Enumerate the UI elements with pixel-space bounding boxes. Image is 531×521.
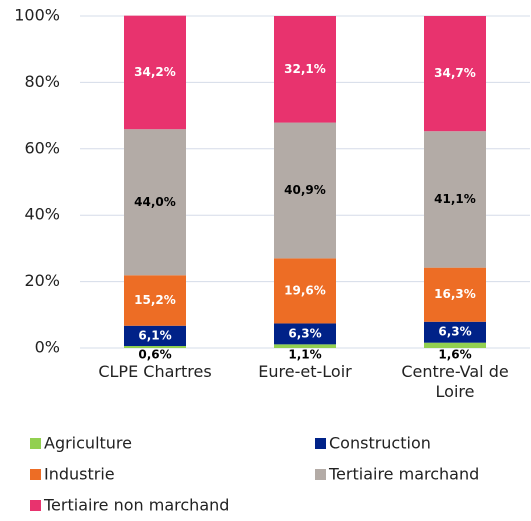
legend-swatch	[30, 500, 41, 511]
bar-segment	[124, 129, 186, 276]
y-tick-label: 20%	[24, 271, 60, 290]
data-label: 34,2%	[134, 65, 176, 79]
x-tick-label: CLPE Chartres	[98, 362, 212, 381]
data-label: 6,3%	[288, 326, 321, 340]
bar-segment	[274, 122, 336, 259]
bar-segment	[274, 16, 336, 123]
x-tick-label: Eure-et-Loir	[258, 362, 352, 381]
bar-segment	[424, 342, 486, 348]
legend-label: Tertiaire non marchand	[43, 496, 229, 515]
data-label: 16,3%	[434, 287, 476, 301]
data-label: 15,2%	[134, 293, 176, 307]
y-tick-label: 0%	[35, 338, 60, 357]
y-tick-label: 80%	[24, 72, 60, 91]
data-label: 44,0%	[134, 195, 176, 209]
bar-segment	[124, 275, 186, 326]
bar-segment	[424, 16, 486, 132]
y-tick-label: 60%	[24, 138, 60, 157]
legend-label: Industrie	[44, 465, 115, 484]
bar-segment	[274, 344, 336, 348]
bar-segment	[424, 321, 486, 343]
data-label: 41,1%	[434, 192, 476, 206]
data-label: 1,6%	[438, 348, 471, 362]
bar-segment	[124, 325, 186, 347]
x-tick-label: Centre-Val de Loire	[401, 362, 509, 401]
y-tick-label: 40%	[24, 205, 60, 224]
data-label: 1,1%	[288, 348, 321, 362]
legend-swatch	[315, 438, 326, 449]
data-label: 34,7%	[434, 66, 476, 80]
bar-segment	[424, 131, 486, 268]
legend-label: Agriculture	[44, 434, 132, 453]
data-label: 40,9%	[284, 183, 326, 197]
data-label: 6,1%	[138, 328, 171, 342]
legend-label: Tertiaire marchand	[328, 465, 479, 484]
data-label: 6,3%	[438, 325, 471, 339]
legend-swatch	[30, 438, 41, 449]
bar-segment	[124, 15, 186, 130]
data-label: 0,6%	[138, 348, 171, 362]
bar-segment	[124, 346, 186, 348]
y-tick-label: 100%	[14, 6, 60, 25]
legend-swatch	[315, 469, 326, 480]
bar-segment	[274, 323, 336, 345]
bar-segment	[274, 258, 336, 324]
legend-label: Construction	[329, 434, 431, 453]
data-label: 19,6%	[284, 283, 326, 297]
legend-swatch	[30, 469, 41, 480]
data-label: 32,1%	[284, 62, 326, 76]
bar-segment	[424, 267, 486, 322]
